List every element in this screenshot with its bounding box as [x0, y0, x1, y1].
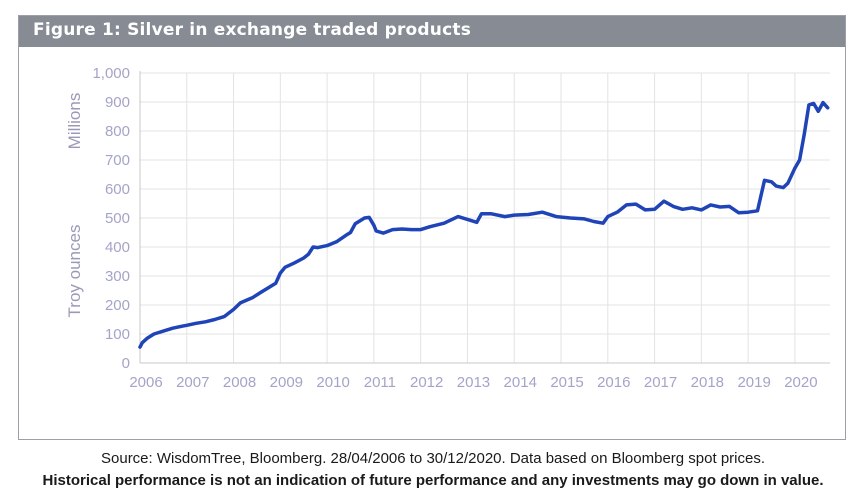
x-tick-label: 2016 — [597, 374, 630, 391]
y-axis-unit: Millions — [65, 93, 84, 150]
y-tick-label: 800 — [105, 123, 130, 140]
x-tick-label: 2006 — [129, 374, 162, 391]
y-tick-label: 400 — [105, 239, 130, 256]
series-line — [138, 100, 830, 349]
y-tick-label: 500 — [105, 210, 130, 227]
source-note: Source: WisdomTree, Bloomberg. 28/04/200… — [101, 450, 765, 467]
x-tick-label: 2010 — [316, 374, 349, 391]
y-tick-label: 600 — [105, 181, 130, 198]
figure-header: Figure 1: Silver in exchange traded prod… — [19, 16, 845, 47]
x-tick-label: 2009 — [270, 374, 303, 391]
x-tick-label: 2019 — [737, 374, 770, 391]
x-tick-label: 2008 — [223, 374, 256, 391]
x-tick-label: 2014 — [504, 374, 537, 391]
x-tick-label: 2012 — [410, 374, 443, 391]
x-tick-label: 2013 — [457, 374, 490, 391]
x-tick-label: 2017 — [644, 374, 677, 391]
y-tick-label: 300 — [105, 268, 130, 285]
y-tick-label: 1,000 — [92, 65, 130, 82]
y-tick-label: 200 — [105, 297, 130, 314]
x-tick-label: 2018 — [691, 374, 724, 391]
y-tick-label: 900 — [105, 94, 130, 111]
x-tick-label: 2007 — [176, 374, 209, 391]
y-tick-label: 100 — [105, 326, 130, 343]
x-tick-label: 2020 — [784, 374, 817, 391]
figure-frame: Figure 1: Silver in exchange traded prod… — [18, 15, 846, 440]
disclaimer-note: Historical performance is not an indicat… — [42, 472, 824, 489]
y-axis-title: Troy ounces — [65, 225, 84, 318]
x-tick-label: 2015 — [550, 374, 583, 391]
y-tick-label: 0 — [122, 355, 130, 372]
figure-title: Figure 1: Silver in exchange traded prod… — [33, 20, 472, 40]
x-tick-label: 2011 — [364, 374, 396, 391]
y-tick-label: 700 — [105, 152, 130, 169]
